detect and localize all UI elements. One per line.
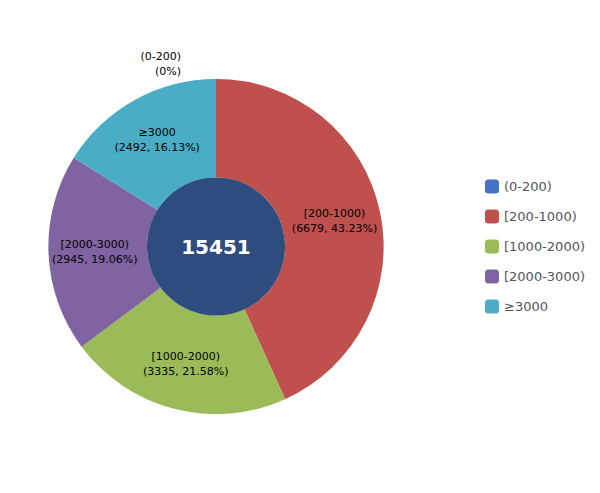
svg-text:[2000-3000): [2000-3000) xyxy=(61,238,130,251)
svg-text:≥3000: ≥3000 xyxy=(504,299,548,314)
svg-text:(2945, 19.06%): (2945, 19.06%) xyxy=(52,253,138,266)
svg-text:(0-200): (0-200) xyxy=(504,179,552,194)
svg-text:[1000-2000): [1000-2000) xyxy=(504,239,585,254)
svg-text:[200-1000): [200-1000) xyxy=(504,209,577,224)
svg-text:[2000-3000): [2000-3000) xyxy=(504,269,585,284)
svg-text:(0-200): (0-200) xyxy=(140,50,181,63)
svg-text:≥3000: ≥3000 xyxy=(139,126,176,139)
svg-text:15451: 15451 xyxy=(181,235,251,259)
svg-text:(3335, 21.58%): (3335, 21.58%) xyxy=(143,365,229,378)
svg-text:(2492, 16.13%): (2492, 16.13%) xyxy=(114,141,200,154)
svg-text:(6679, 43.23%): (6679, 43.23%) xyxy=(292,222,378,235)
svg-text:[1000-2000): [1000-2000) xyxy=(151,350,220,363)
svg-text:[200-1000): [200-1000) xyxy=(304,207,366,220)
svg-text:(0%): (0%) xyxy=(155,65,181,78)
